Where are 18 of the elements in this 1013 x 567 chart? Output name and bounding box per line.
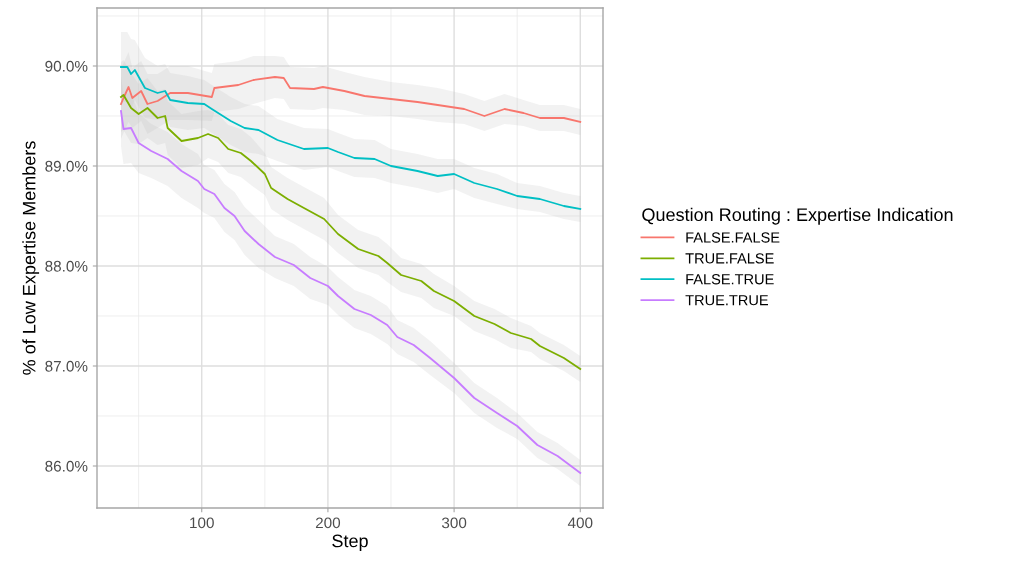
legend-label: FALSE.TRUE [686, 274, 774, 285]
x-axis-title: Step [332, 534, 368, 551]
y-tick-label: 87.0% [45, 360, 88, 372]
y-tick-label: 90.0% [45, 60, 88, 72]
legend-label: FALSE.FALSE [686, 232, 780, 243]
y-tick-label: 88.0% [45, 260, 88, 272]
legend-label: TRUE.FALSE [685, 253, 774, 264]
y-tick-label: 89.0% [45, 160, 88, 172]
x-tick-label: 300 [441, 517, 467, 529]
y-axis-title: % of Low Expertise Members [22, 141, 40, 375]
x-tick-label: 400 [567, 517, 593, 529]
line-series [120, 66, 582, 210]
legend-label: TRUE.TRUE [685, 295, 768, 306]
line-series [120, 76, 582, 123]
y-tick-label: 86.0% [45, 460, 88, 472]
x-tick-label: 100 [190, 517, 214, 529]
x-tick-label: 200 [315, 517, 341, 529]
legend-title: Question Routing : Expertise Indication [642, 207, 953, 225]
